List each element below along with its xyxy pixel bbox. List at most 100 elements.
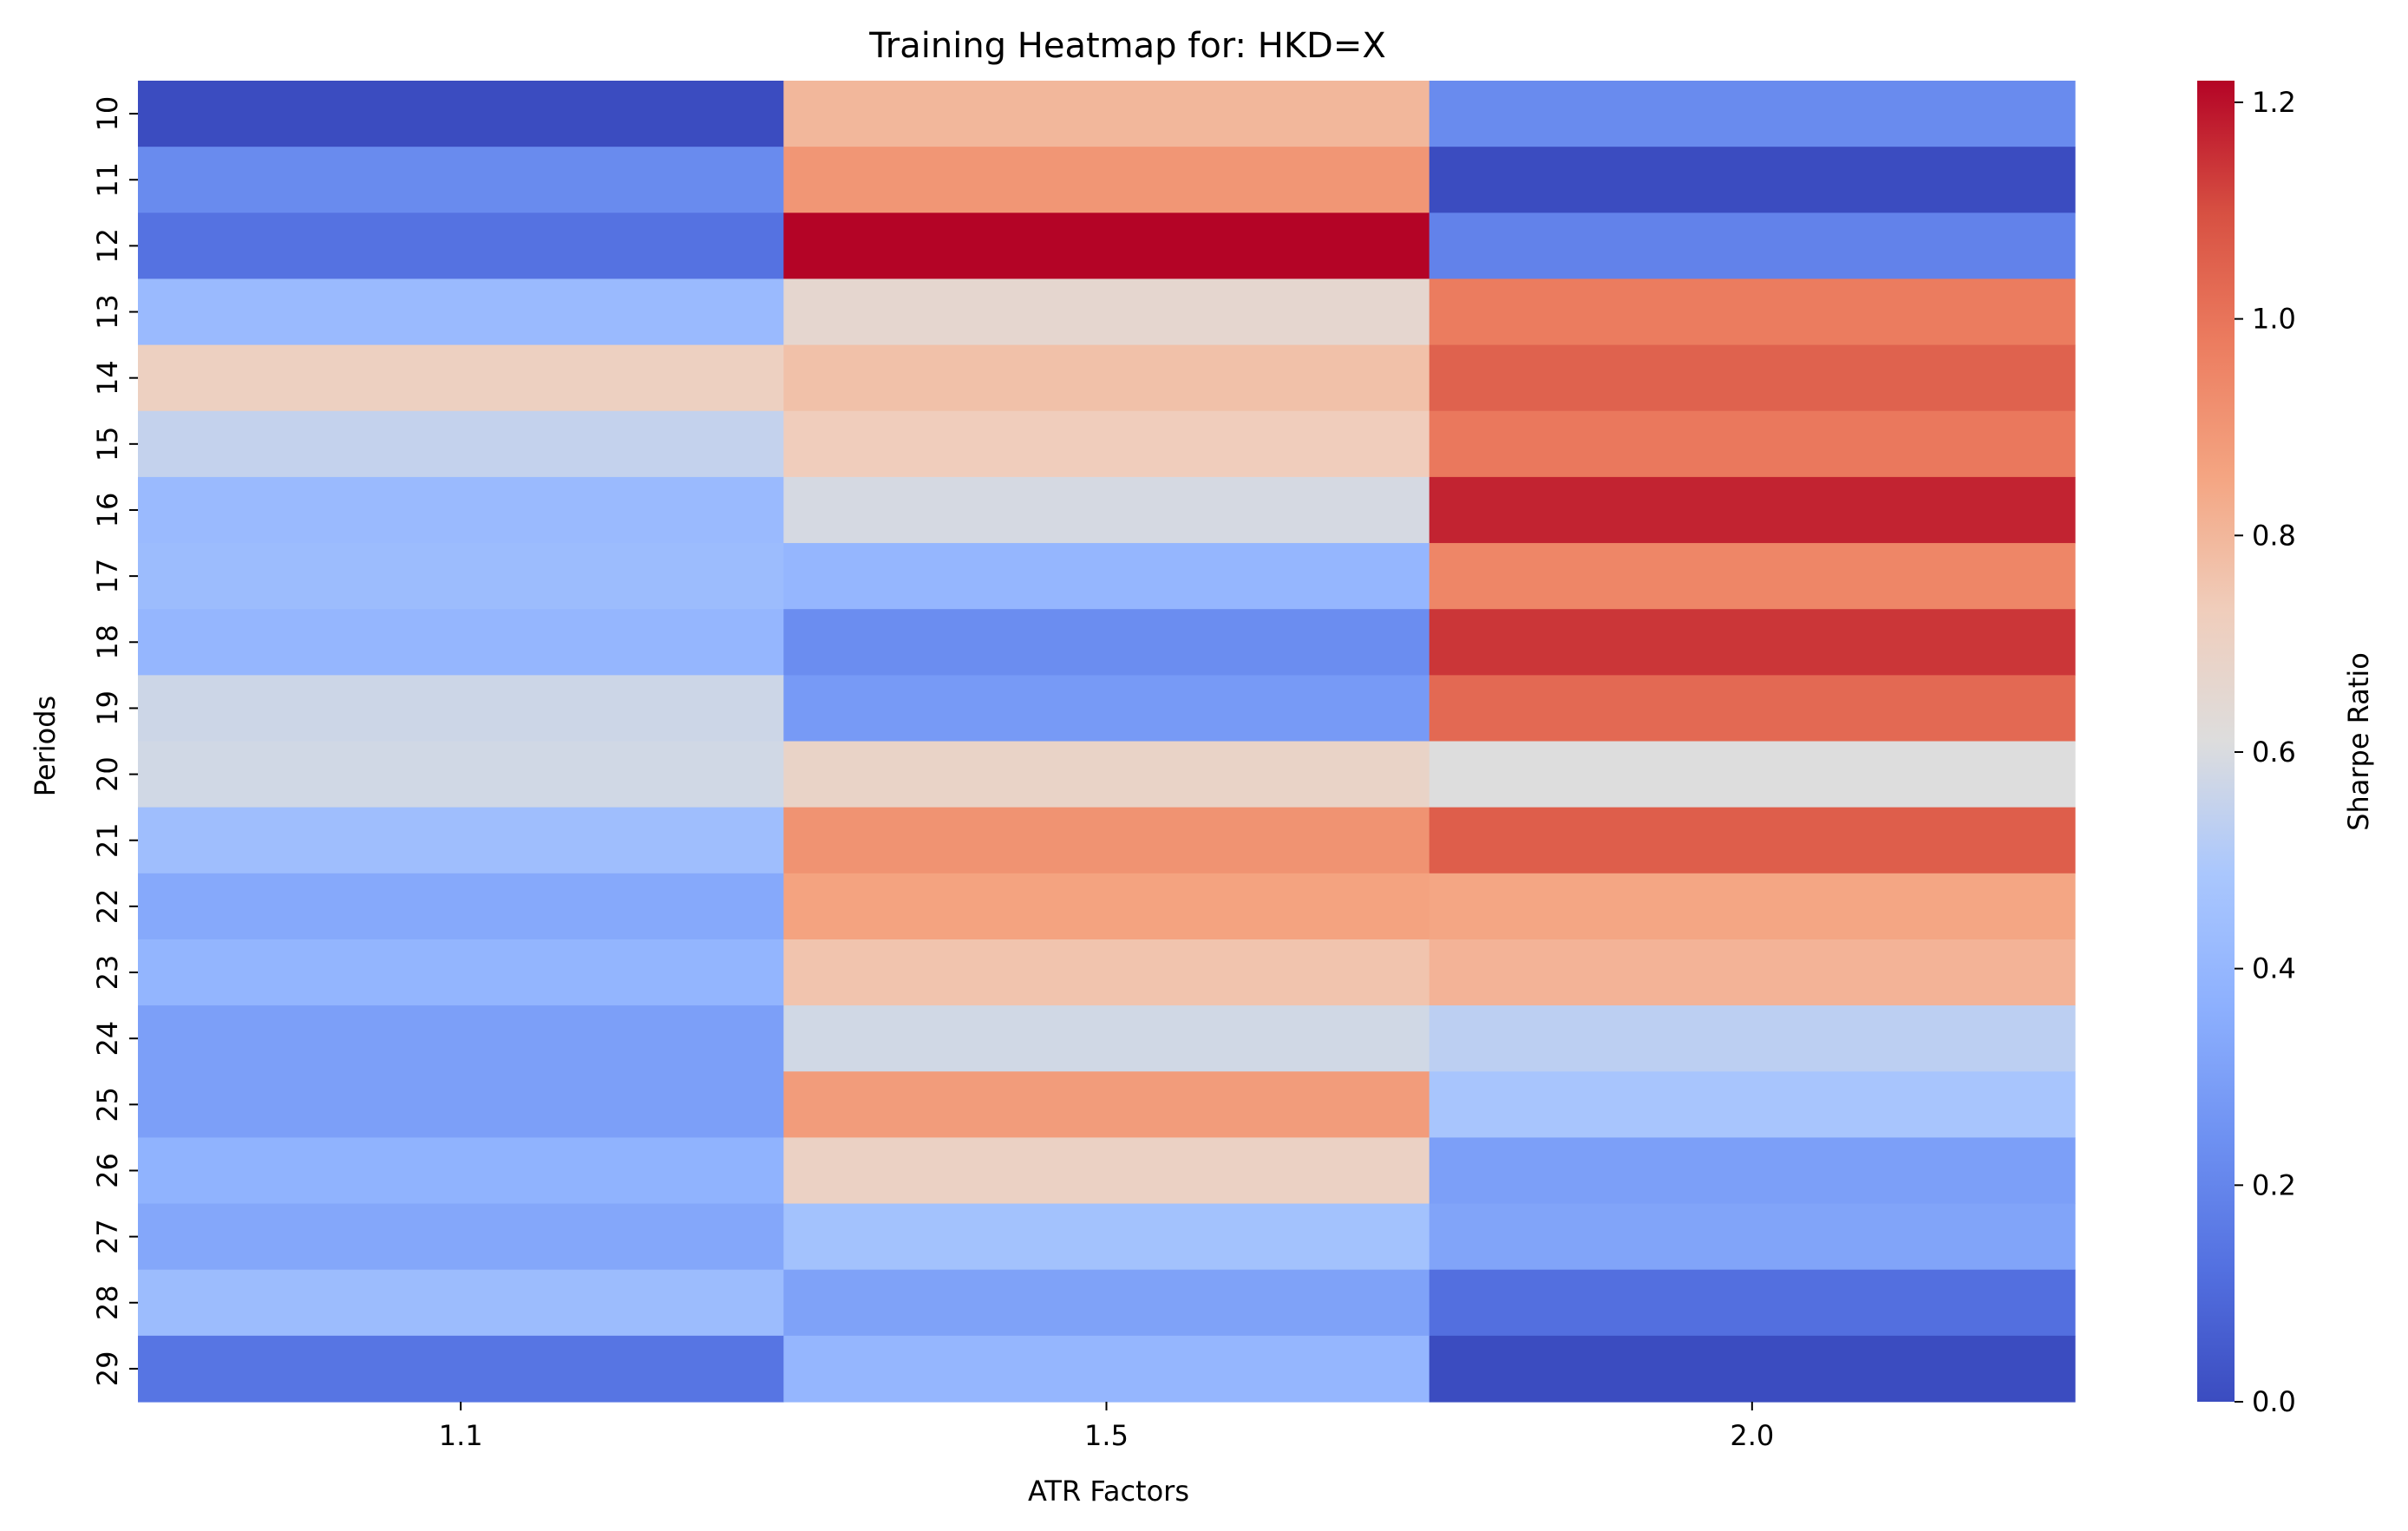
heatmap-cell [783, 807, 1430, 874]
y-tick-label: 16 [91, 493, 124, 528]
heatmap-cell [1429, 410, 2076, 478]
y-tick-label: 29 [91, 1351, 124, 1387]
heatmap-cell [783, 213, 1430, 280]
heatmap-cell [783, 939, 1430, 1006]
heatmap-cell [783, 873, 1430, 940]
heatmap-cell [138, 1335, 784, 1403]
heatmap-cell [1429, 213, 2076, 280]
heatmap-cell [1429, 1137, 2076, 1205]
y-tick-label: 21 [91, 822, 124, 858]
heatmap-cell [1429, 278, 2076, 346]
heatmap-cell [1429, 147, 2076, 213]
y-tick-label: 26 [91, 1153, 124, 1188]
heatmap-cell [1429, 1203, 2076, 1271]
chart-title: Training Heatmap for: HKD=X [868, 26, 1386, 66]
heatmap-cell [1429, 675, 2076, 743]
heatmap-cell [1429, 81, 2076, 147]
y-axis-ticks: 10 11 12 13 14 15 16 17 18 19 20 21 22 23 24 25 26 27 28 29 [91, 96, 138, 1387]
colorbar-tick-label: 0.6 [2252, 736, 2296, 769]
heatmap-cell [1429, 873, 2076, 940]
heatmap-cell [783, 1137, 1430, 1205]
heatmap-cell [138, 741, 784, 808]
y-axis-label: Periods [29, 696, 62, 796]
y-tick-label: 27 [91, 1219, 124, 1254]
heatmap-cell [1429, 543, 2076, 610]
heatmap-cell [783, 609, 1430, 676]
heatmap-cell [1429, 939, 2076, 1006]
heatmap-cell [138, 344, 784, 412]
colorbar-tick-label: 0.0 [2252, 1385, 2296, 1418]
colorbar-tick-label: 1.2 [2252, 86, 2296, 119]
colorbar [2197, 81, 2235, 1402]
x-axis-ticks: 1.1 1.5 2.0 [439, 1402, 1774, 1452]
heatmap-cell [1429, 344, 2076, 412]
heatmap-cell [783, 476, 1430, 544]
heatmap-cell [783, 675, 1430, 743]
y-tick-label: 10 [91, 96, 124, 132]
heatmap-cell [783, 741, 1430, 808]
heatmap-cell [138, 410, 784, 478]
x-tick-label: 2.0 [1730, 1419, 1774, 1452]
heatmap-cell [783, 1071, 1430, 1138]
heatmap-cell [138, 476, 784, 544]
y-tick-label: 22 [91, 889, 124, 925]
heatmap-cell [1429, 609, 2076, 676]
y-tick-label: 14 [91, 360, 124, 396]
heatmap-cell [1429, 1335, 2076, 1403]
heatmap-cell [138, 1137, 784, 1205]
heatmap-cell [138, 1071, 784, 1138]
heatmap-cell [138, 807, 784, 874]
heatmap-cell [783, 410, 1430, 478]
heatmap-cell [138, 278, 784, 346]
heatmap-cell [1429, 1071, 2076, 1138]
heatmap-cell [783, 1203, 1430, 1271]
y-tick-label: 24 [91, 1021, 124, 1057]
heatmap-cell [138, 147, 784, 213]
heatmap-cell [783, 543, 1430, 610]
y-tick-label: 15 [91, 426, 124, 461]
heatmap-cell [138, 1005, 784, 1072]
y-tick-label: 17 [91, 559, 124, 594]
heatmap-cell [1429, 1269, 2076, 1337]
heatmap-cell [783, 1335, 1430, 1403]
y-tick-label: 19 [91, 690, 124, 726]
heatmap-cell [138, 675, 784, 743]
heatmap-cell [138, 873, 784, 940]
y-tick-label: 11 [91, 162, 124, 198]
heatmap-cell [138, 213, 784, 280]
y-tick-label: 18 [91, 625, 124, 660]
heatmap-cell [138, 543, 784, 610]
heatmap-cell [1429, 741, 2076, 808]
heatmap-cell [783, 344, 1430, 412]
heatmap-cell [138, 609, 784, 676]
x-axis-label: ATR Factors [1028, 1475, 1189, 1508]
heatmap-cell [1429, 476, 2076, 544]
y-tick-label: 23 [91, 955, 124, 991]
heatmap-cell [1429, 1005, 2076, 1072]
colorbar-ticks: 0.0 0.2 0.4 0.6 0.8 1.0 1.2 [2235, 86, 2296, 1418]
heatmap-cell [138, 81, 784, 147]
heatmap-cells [138, 81, 2076, 1403]
heatmap-cell [783, 147, 1430, 213]
heatmap-cell [783, 81, 1430, 147]
heatmap-cell [138, 939, 784, 1006]
heatmap-cell [783, 1269, 1430, 1337]
y-tick-label: 25 [91, 1087, 124, 1122]
y-tick-label: 20 [91, 756, 124, 792]
colorbar-tick-label: 0.2 [2252, 1168, 2296, 1201]
colorbar-tick-label: 0.4 [2252, 952, 2296, 985]
y-tick-label: 13 [91, 294, 124, 330]
y-tick-label: 28 [91, 1285, 124, 1320]
heatmap-cell [138, 1269, 784, 1337]
x-tick-label: 1.1 [439, 1419, 483, 1452]
y-tick-label: 12 [91, 228, 124, 264]
colorbar-tick-label: 1.0 [2252, 303, 2296, 336]
x-tick-label: 1.5 [1084, 1419, 1129, 1452]
heatmap-cell [138, 1203, 784, 1271]
heatmap-cell [783, 278, 1430, 346]
colorbar-tick-label: 0.8 [2252, 519, 2296, 552]
heatmap-cell [1429, 807, 2076, 874]
heatmap-cell [783, 1005, 1430, 1072]
colorbar-label: Sharpe Ratio [2342, 652, 2375, 831]
